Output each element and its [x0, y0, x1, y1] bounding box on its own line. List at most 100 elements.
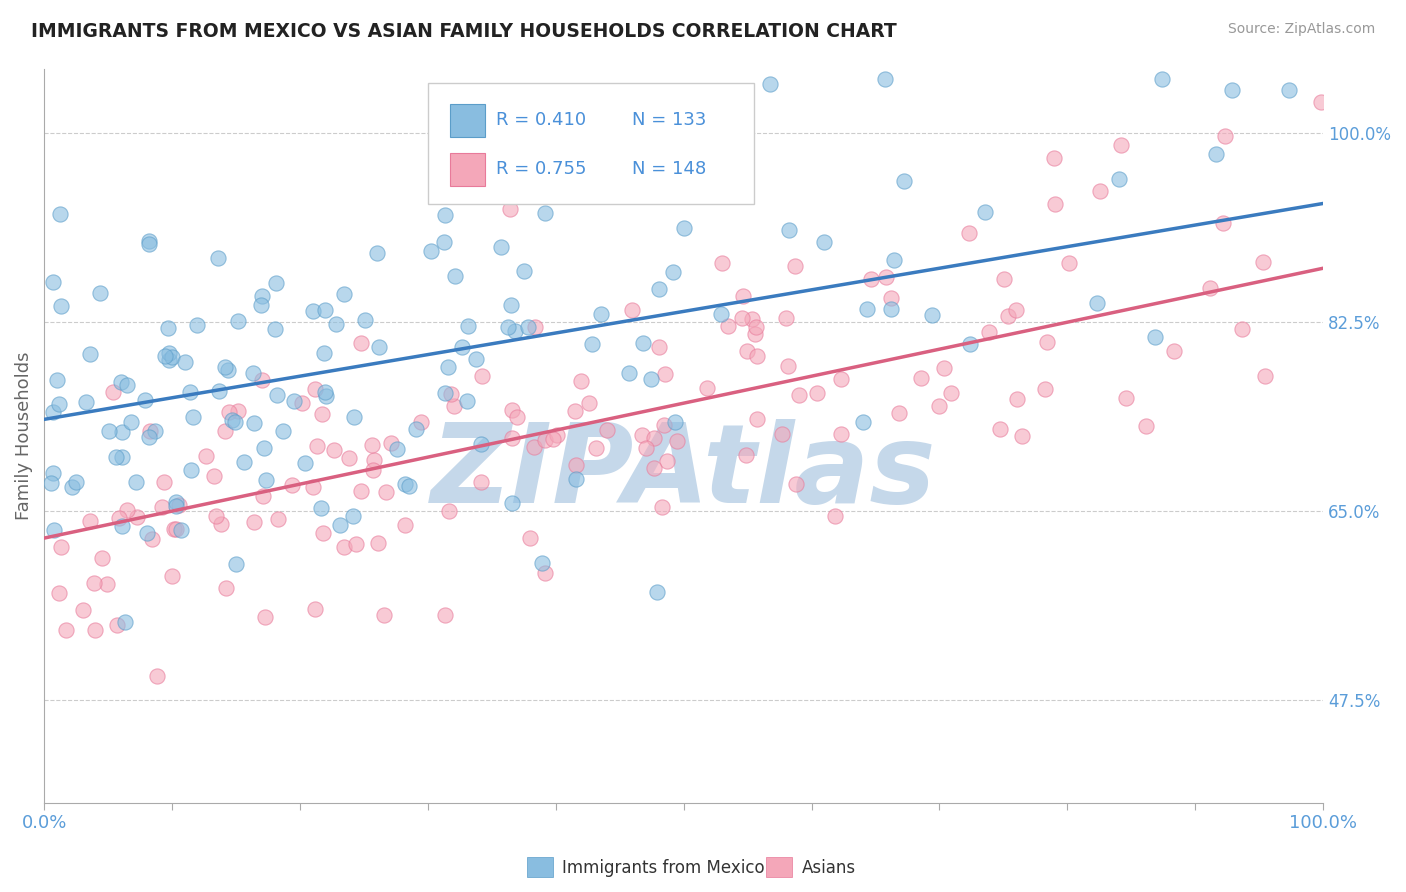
Point [1215, 128, 1237, 143]
Point [46, 373, 69, 387]
Point [745, 349, 768, 363]
Point [120, 416, 142, 430]
Point [433, 235, 456, 250]
Point [652, 418, 675, 433]
Point [264, 322, 287, 336]
Point [165, 500, 187, 514]
Point [138, 430, 160, 444]
Point [181, 409, 204, 424]
Point [534, 206, 557, 220]
Point [496, 320, 519, 334]
Point [97, 424, 120, 438]
Point [174, 355, 197, 369]
Point [465, 351, 488, 366]
Point [501, 431, 523, 445]
Point [1005, 392, 1028, 406]
Point [564, 404, 586, 418]
Point [72, 603, 94, 617]
Point [883, 253, 905, 268]
Point [304, 382, 326, 396]
Text: N = 133: N = 133 [633, 111, 707, 129]
Point [1163, 343, 1185, 358]
Point [281, 477, 304, 491]
Point [533, 433, 555, 447]
Point [214, 360, 236, 375]
Point [731, 311, 754, 326]
Point [921, 308, 943, 322]
Point [163, 523, 186, 537]
Point [302, 480, 325, 494]
Point [1045, 197, 1067, 211]
Point [360, 438, 382, 452]
Point [1205, 147, 1227, 161]
Point [1143, 329, 1166, 343]
Point [209, 517, 232, 532]
Point [207, 252, 229, 266]
Point [813, 235, 835, 249]
Text: N = 148: N = 148 [633, 160, 707, 178]
Point [253, 442, 276, 456]
Point [366, 246, 388, 260]
Point [744, 326, 766, 341]
Point [1254, 368, 1277, 383]
Point [165, 494, 187, 508]
Point [645, 584, 668, 599]
Point [1088, 185, 1111, 199]
Point [48, 586, 70, 600]
Point [224, 415, 246, 429]
Point [443, 400, 465, 414]
Point [662, 265, 685, 279]
Point [167, 498, 190, 512]
Point [111, 425, 134, 439]
Point [443, 268, 465, 283]
Point [271, 424, 294, 438]
Point [578, 396, 600, 410]
Point [337, 451, 360, 466]
Point [249, 298, 271, 312]
Point [1059, 256, 1081, 270]
Point [42, 275, 65, 289]
Point [470, 475, 492, 489]
Point [150, 500, 173, 514]
Point [759, 77, 782, 91]
Point [450, 340, 472, 354]
Point [349, 483, 371, 498]
Point [65, 475, 87, 489]
Point [354, 313, 377, 327]
FancyBboxPatch shape [450, 153, 485, 186]
Point [651, 500, 673, 515]
Point [433, 386, 456, 401]
Point [1109, 138, 1132, 153]
Point [394, 477, 416, 491]
Point [875, 270, 897, 285]
Point [105, 450, 128, 465]
Point [325, 317, 347, 331]
Point [665, 434, 688, 448]
Point [243, 515, 266, 529]
Point [530, 556, 553, 570]
Point [499, 297, 522, 311]
Point [654, 367, 676, 381]
Point [42, 523, 65, 537]
Point [711, 256, 734, 270]
Point [138, 236, 160, 251]
Text: IMMIGRANTS FROM MEXICO VS ASIAN FAMILY HOUSEHOLDS CORRELATION CHART: IMMIGRANTS FROM MEXICO VS ASIAN FAMILY H… [31, 22, 897, 41]
Point [225, 558, 247, 572]
Point [79, 514, 101, 528]
Point [110, 375, 132, 389]
Point [79, 347, 101, 361]
Point [571, 374, 593, 388]
Point [311, 407, 333, 421]
Point [596, 424, 619, 438]
Point [643, 431, 665, 445]
Point [770, 427, 793, 442]
Point [830, 371, 852, 385]
Point [806, 386, 828, 401]
Point [648, 282, 671, 296]
Point [875, 72, 897, 87]
Point [153, 475, 176, 489]
Point [385, 442, 408, 456]
Point [127, 510, 149, 524]
Point [195, 449, 218, 463]
Point [778, 223, 800, 237]
